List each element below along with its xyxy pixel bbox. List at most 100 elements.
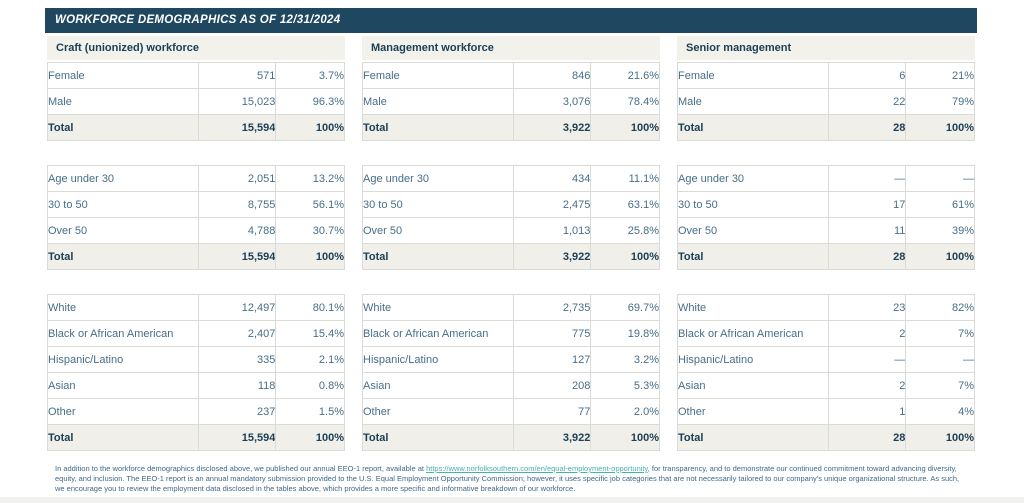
- row-percent: 100%: [905, 424, 975, 451]
- row-count: —: [827, 346, 907, 373]
- table-row: Black or African American 2,407 15.4%: [47, 320, 345, 347]
- row-label: Over 50: [362, 217, 514, 244]
- table-row: Age under 30 434 11.1%: [362, 165, 660, 192]
- row-label: Total: [677, 243, 829, 270]
- workforce-column: Management workforce Female 846 21.6% Male 3,…: [362, 36, 660, 451]
- row-percent: 56.1%: [275, 191, 345, 218]
- row-label: Total: [47, 243, 199, 270]
- row-count: 237: [197, 398, 277, 425]
- row-label: 30 to 50: [47, 191, 199, 218]
- table-row: Male 22 79%: [677, 88, 975, 115]
- row-label: Total: [362, 243, 514, 270]
- row-label: 30 to 50: [362, 191, 514, 218]
- row-label: Total: [362, 114, 514, 141]
- row-label: Total: [47, 424, 199, 451]
- row-percent: 0.8%: [275, 372, 345, 399]
- footnote-text-after-link: , for transparency, and to demonstrate o…: [55, 464, 960, 493]
- row-percent: 100%: [275, 114, 345, 141]
- row-percent: 80.1%: [275, 294, 345, 321]
- table-row: Over 50 4,788 30.7%: [47, 217, 345, 244]
- section-header: Craft (unionized) workforce: [47, 36, 345, 60]
- table-row: Hispanic/Latino — —: [677, 346, 975, 373]
- row-label: White: [362, 294, 514, 321]
- row-label: Female: [47, 62, 199, 89]
- row-count: 2,407: [197, 320, 277, 347]
- eeo-report-link[interactable]: https://www.norfolksouthern.com/en/equal…: [426, 464, 648, 473]
- row-count: —: [827, 165, 907, 192]
- row-count: 1,013: [512, 217, 592, 244]
- row-percent: 7%: [905, 372, 975, 399]
- demographics-table-race-ethnicity: White 12,497 80.1% Black or African America…: [47, 294, 345, 451]
- row-percent: 78.4%: [590, 88, 660, 115]
- row-count: 28: [827, 424, 907, 451]
- row-count: 3,922: [512, 424, 592, 451]
- row-percent: 2.1%: [275, 346, 345, 373]
- table-row: Other 77 2.0%: [362, 398, 660, 425]
- demographics-grid: Craft (unionized) workforce Female 571 3.7%…: [45, 36, 977, 451]
- row-percent: 13.2%: [275, 165, 345, 192]
- row-percent: 100%: [275, 424, 345, 451]
- row-label: Asian: [677, 372, 829, 399]
- table-row: White 23 82%: [677, 294, 975, 321]
- row-count: 28: [827, 114, 907, 141]
- table-row: Black or African American 775 19.8%: [362, 320, 660, 347]
- row-count: 335: [197, 346, 277, 373]
- total-row: Total 28 100%: [677, 243, 975, 270]
- row-percent: 39%: [905, 217, 975, 244]
- row-percent: 82%: [905, 294, 975, 321]
- row-percent: 11.1%: [590, 165, 660, 192]
- row-label: Asian: [362, 372, 514, 399]
- section-title-bar: WORKFORCE DEMOGRAPHICS AS OF 12/31/2024: [45, 8, 977, 33]
- table-row: Female 6 21%: [677, 62, 975, 89]
- table-row: Other 1 4%: [677, 398, 975, 425]
- row-percent: 100%: [590, 243, 660, 270]
- row-percent: 19.8%: [590, 320, 660, 347]
- row-percent: 96.3%: [275, 88, 345, 115]
- row-count: 127: [512, 346, 592, 373]
- row-count: 118: [197, 372, 277, 399]
- row-label: Black or African American: [677, 320, 829, 347]
- table-row: Asian 2 7%: [677, 372, 975, 399]
- total-row: Total 3,922 100%: [362, 243, 660, 270]
- row-count: 2,735: [512, 294, 592, 321]
- row-label: Male: [47, 88, 199, 115]
- row-label: Male: [362, 88, 514, 115]
- row-count: 15,594: [197, 114, 277, 141]
- table-row: Female 846 21.6%: [362, 62, 660, 89]
- table-row: Age under 30 2,051 13.2%: [47, 165, 345, 192]
- total-row: Total 28 100%: [677, 424, 975, 451]
- row-label: Hispanic/Latino: [47, 346, 199, 373]
- row-count: 2,051: [197, 165, 277, 192]
- row-count: 571: [197, 62, 277, 89]
- row-percent: 61%: [905, 191, 975, 218]
- row-count: 6: [827, 62, 907, 89]
- demographics-table-age: Age under 30 2,051 13.2% 30 to 50 8,755 56.1%…: [47, 165, 345, 270]
- row-count: 3,076: [512, 88, 592, 115]
- table-row: Other 237 1.5%: [47, 398, 345, 425]
- row-percent: 2.0%: [590, 398, 660, 425]
- row-count: 28: [827, 243, 907, 270]
- row-count: 3,922: [512, 114, 592, 141]
- row-label: Male: [677, 88, 829, 115]
- table-row: Female 571 3.7%: [47, 62, 345, 89]
- row-label: Over 50: [677, 217, 829, 244]
- row-count: 2: [827, 372, 907, 399]
- row-label: Other: [677, 398, 829, 425]
- table-row: Asian 208 5.3%: [362, 372, 660, 399]
- table-row: Hispanic/Latino 335 2.1%: [47, 346, 345, 373]
- table-row: Hispanic/Latino 127 3.2%: [362, 346, 660, 373]
- section-header: Senior management: [677, 36, 975, 60]
- row-percent: 100%: [590, 424, 660, 451]
- table-row: White 12,497 80.1%: [47, 294, 345, 321]
- table-row: Over 50 11 39%: [677, 217, 975, 244]
- row-count: 15,594: [197, 424, 277, 451]
- row-label: Female: [362, 62, 514, 89]
- table-row: 30 to 50 2,475 63.1%: [362, 191, 660, 218]
- row-count: 12,497: [197, 294, 277, 321]
- row-label: Age under 30: [677, 165, 829, 192]
- table-row: 30 to 50 17 61%: [677, 191, 975, 218]
- row-count: 22: [827, 88, 907, 115]
- bottom-page-edge: [0, 497, 1024, 503]
- workforce-column: Craft (unionized) workforce Female 571 3.7%…: [47, 36, 345, 451]
- footnote-paragraph: In addition to the workforce demographic…: [55, 464, 963, 494]
